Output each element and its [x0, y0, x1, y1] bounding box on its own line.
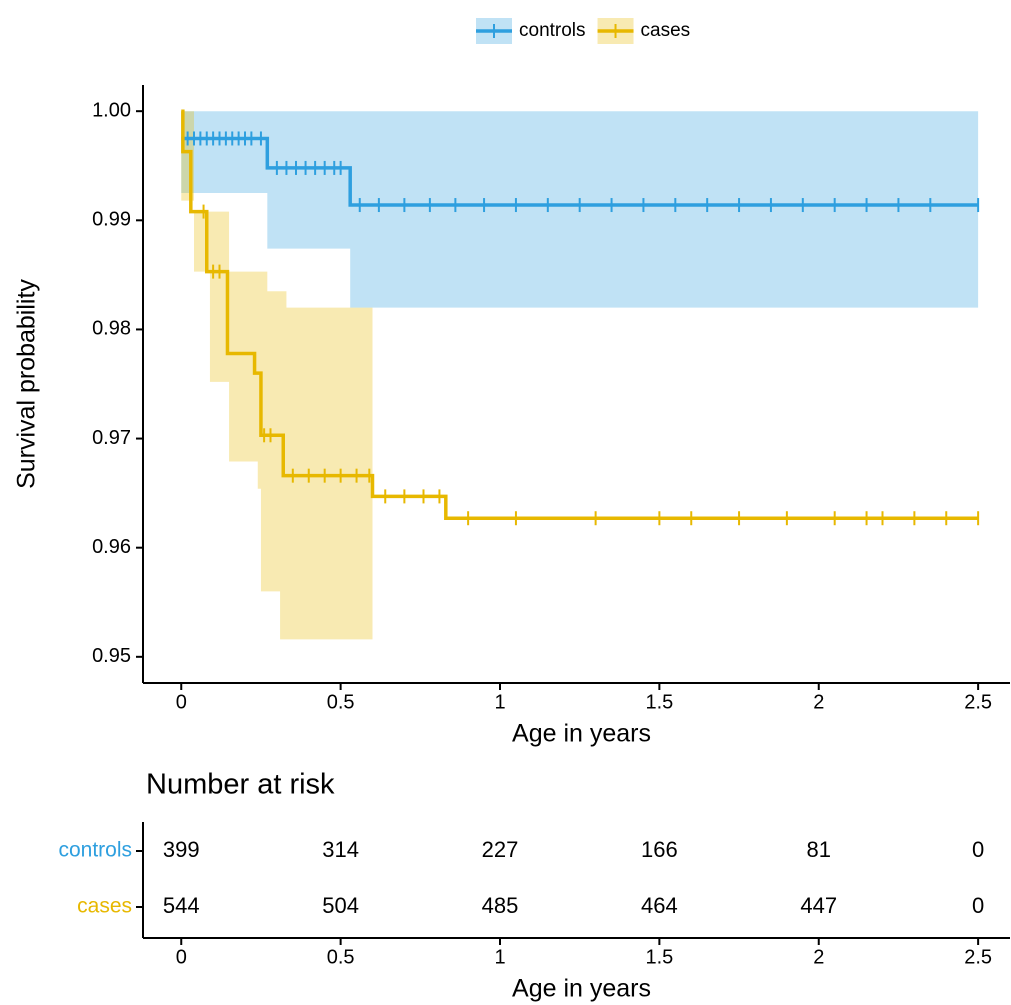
y-tick-label: 0.98: [92, 318, 131, 340]
risk-count: 81: [807, 837, 831, 862]
x-tick-label: 0: [176, 691, 187, 713]
y-tick-label: 0.96: [92, 536, 131, 558]
survival-line: [181, 109, 979, 520]
risk-count: 485: [482, 893, 519, 918]
x-tick-label: 1: [494, 946, 505, 968]
risk-count: 227: [482, 837, 519, 862]
risk-count: 504: [322, 893, 359, 918]
x-tick-label: 1.5: [645, 691, 673, 713]
x-tick-label: 2: [813, 946, 824, 968]
x-tick-label: 2: [813, 691, 824, 713]
confidence-band: [181, 111, 373, 640]
y-tick-label: 0.99: [92, 209, 131, 231]
x-tick-label: 2.5: [964, 691, 992, 713]
risk-count: 464: [641, 893, 678, 918]
risk-count: 166: [641, 837, 678, 862]
x-axis-label: Age in years: [512, 720, 651, 748]
risk-count: 544: [163, 893, 200, 918]
risk-count: 0: [972, 837, 984, 862]
x-tick-label: 0.5: [327, 691, 355, 713]
x-tick-label: 1: [494, 691, 505, 713]
x-tick-label: 0: [176, 946, 187, 968]
y-tick-label: 0.97: [92, 427, 131, 449]
risk-count: 314: [322, 837, 359, 862]
y-tick-label: 1.00: [92, 99, 131, 121]
x-axis-label: Age in years: [512, 975, 651, 1003]
x-tick-label: 0.5: [327, 946, 355, 968]
x-tick-label: 2.5: [964, 946, 992, 968]
y-axis-label: Survival probability: [13, 279, 41, 489]
y-tick-label: 0.95: [92, 645, 131, 667]
table-title: Number at risk: [146, 769, 335, 801]
risk-count: 447: [800, 893, 837, 918]
legend-label: controls: [519, 20, 586, 41]
row-label: controls: [58, 839, 132, 862]
legend-label: cases: [641, 20, 691, 41]
row-label: cases: [77, 895, 132, 918]
x-tick-label: 1.5: [645, 946, 673, 968]
risk-count: 399: [163, 837, 200, 862]
risk-count: 0: [972, 893, 984, 918]
